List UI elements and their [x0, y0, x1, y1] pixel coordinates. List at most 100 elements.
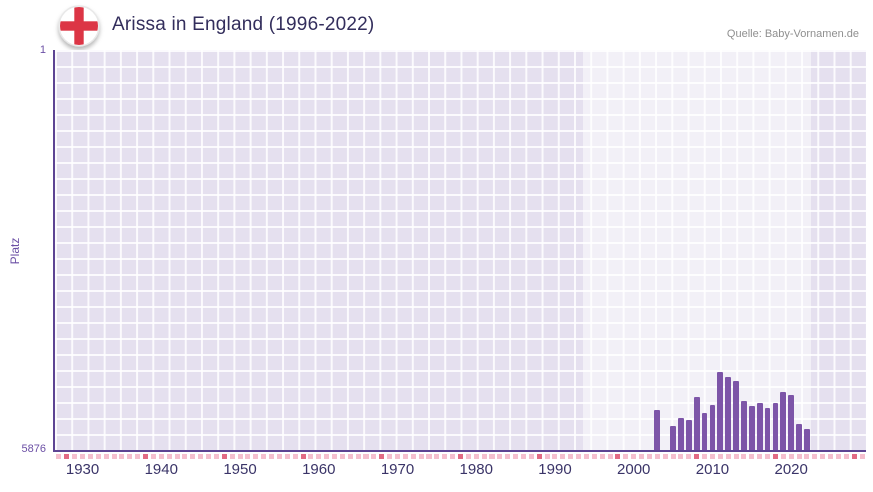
x-tick	[489, 454, 495, 459]
x-tick	[308, 454, 314, 459]
x-tick	[639, 454, 645, 459]
x-axis-labels: 1930 1940 1950 1960 1970 1980 1990 2000 2010 2020	[55, 461, 866, 481]
x-tick	[796, 454, 802, 459]
bar-2012[interactable]	[725, 376, 732, 450]
x-tick	[513, 454, 519, 459]
x-tick	[269, 454, 275, 459]
x-axis-label: 2000	[617, 461, 651, 478]
x-tick	[347, 454, 353, 459]
x-tick	[505, 454, 511, 459]
x-tick	[812, 454, 818, 459]
x-tick-major	[772, 454, 778, 459]
x-tick	[72, 454, 78, 459]
x-tick	[583, 454, 589, 459]
x-tick	[363, 454, 369, 459]
x-ticks	[55, 454, 866, 459]
x-tick	[450, 454, 456, 459]
x-tick	[717, 454, 723, 459]
bar-2021[interactable]	[796, 423, 802, 450]
x-tick	[528, 454, 534, 459]
bar-2019[interactable]	[780, 392, 787, 450]
x-tick-major	[851, 454, 857, 459]
bar-2013[interactable]	[733, 380, 739, 450]
x-tick	[520, 454, 526, 459]
x-tick	[150, 454, 156, 459]
x-tick	[788, 454, 794, 459]
x-tick	[135, 454, 141, 459]
x-tick	[198, 454, 204, 459]
x-tick-major	[143, 454, 149, 459]
bar-2009[interactable]	[701, 412, 708, 450]
x-tick	[103, 454, 109, 459]
x-tick	[757, 454, 763, 459]
y-axis-line	[53, 50, 55, 452]
x-tick	[331, 454, 338, 459]
x-tick	[859, 454, 865, 459]
x-axis-line	[53, 450, 866, 452]
bar-2008[interactable]	[693, 397, 700, 450]
x-tick	[599, 454, 605, 459]
x-tick	[749, 454, 755, 459]
x-tick	[820, 454, 826, 459]
x-axis-label: 1930	[65, 461, 100, 478]
x-tick	[229, 454, 235, 459]
x-tick	[544, 454, 550, 459]
bar-2003[interactable]	[654, 410, 661, 450]
bar-2005[interactable]	[670, 425, 676, 450]
x-tick	[261, 454, 267, 459]
chart-title: Arissa in England (1996-2022)	[112, 14, 375, 35]
bar-2016[interactable]	[756, 403, 763, 450]
x-tick	[119, 454, 125, 459]
x-tick	[418, 454, 424, 459]
x-axis-label: 1960	[302, 461, 336, 478]
x-tick	[237, 454, 243, 459]
x-tick	[339, 454, 345, 459]
x-tick	[355, 454, 361, 459]
x-tick	[568, 454, 574, 459]
x-tick	[631, 454, 637, 459]
x-tick	[828, 454, 834, 459]
x-tick	[552, 454, 558, 459]
x-tick	[206, 454, 212, 459]
x-tick	[56, 454, 62, 459]
x-tick-major	[536, 454, 542, 459]
x-tick	[410, 454, 416, 459]
x-tick	[607, 454, 613, 459]
x-tick	[765, 454, 771, 459]
x-tick	[560, 454, 566, 459]
x-tick	[678, 454, 684, 459]
x-axis-label: 1990	[538, 461, 572, 478]
x-tick	[402, 454, 408, 459]
x-axis-label: 2010	[695, 461, 730, 478]
x-tick	[127, 454, 133, 459]
x-tick	[686, 454, 692, 459]
x-tick	[442, 454, 448, 459]
x-tick	[725, 454, 731, 459]
x-tick-major	[694, 454, 700, 459]
bar-2014[interactable]	[741, 401, 747, 450]
bars-layer	[55, 50, 866, 450]
england-flag-svg	[58, 5, 100, 47]
x-tick	[623, 454, 629, 459]
bar-2006[interactable]	[678, 417, 684, 450]
bar-2011[interactable]	[717, 371, 724, 450]
x-tick	[87, 454, 93, 459]
bar-2007[interactable]	[685, 420, 692, 450]
bar-2020[interactable]	[788, 395, 795, 450]
x-tick	[371, 454, 377, 459]
bar-2017[interactable]	[764, 408, 771, 450]
bar-2018[interactable]	[772, 403, 779, 450]
england-flag-icon	[58, 5, 100, 47]
x-tick	[591, 454, 597, 459]
y-axis-title: Platz	[8, 237, 22, 265]
bar-2022[interactable]	[804, 428, 810, 450]
x-tick	[670, 454, 676, 459]
x-tick	[473, 454, 479, 459]
x-tick	[465, 454, 471, 459]
bar-2010[interactable]	[709, 404, 716, 450]
x-tick	[158, 454, 164, 459]
x-axis-label: 2020	[774, 461, 808, 478]
plot-area	[55, 50, 866, 450]
x-tick	[576, 454, 582, 459]
bar-2015[interactable]	[748, 406, 755, 450]
